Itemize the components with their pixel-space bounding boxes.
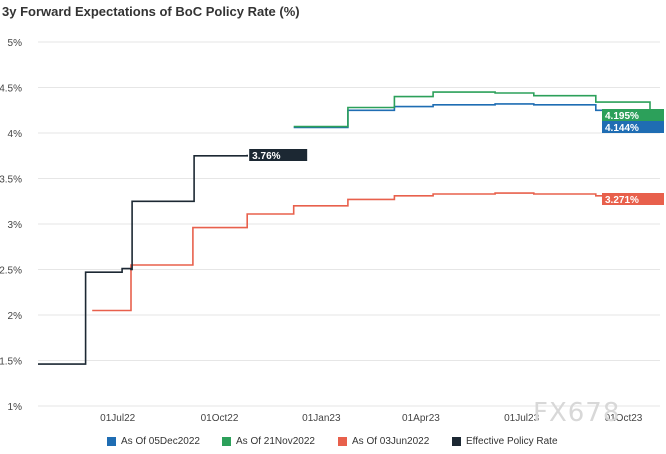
x-tick-label: 01Jan23 (302, 413, 341, 424)
watermark: FX678 (533, 398, 621, 428)
series-line (38, 154, 248, 365)
legend-label: As Of 05Dec2022 (121, 435, 200, 447)
legend-label: As Of 21Nov2022 (236, 435, 315, 447)
legend-swatch (338, 436, 347, 446)
legend-item-05dec2022: As Of 05Dec2022 (107, 434, 200, 448)
line-chart: 1% 1.5% 2% 2.5% 3% 3.5% 4% 4.5% 5% 01Jul22 01Oct22… (0, 38, 664, 424)
end-label-03jun2022-box (602, 193, 664, 205)
chart-legend: As Of 05Dec2022 As Of 21Nov2022 As Of 03… (0, 434, 666, 450)
end-label-effective-rate-text: 3.76% (252, 151, 280, 162)
y-tick-label: 4% (8, 129, 23, 140)
y-tick-label: 2% (8, 311, 23, 322)
chart-title: 3y Forward Expectations of BoC Policy Ra… (2, 4, 300, 19)
end-label-05dec2022-text: 4.144% (605, 123, 639, 134)
y-tick-label: 4.5% (0, 84, 22, 95)
x-tick-label: 01Jul23 (504, 413, 539, 424)
y-tick-label: 1% (8, 402, 23, 413)
legend-swatch (107, 436, 116, 446)
x-tick-label: 01Oct23 (605, 413, 643, 424)
legend-swatch (222, 436, 231, 446)
legend-swatch (452, 436, 461, 446)
legend-item-effective-policy-rate: Effective Policy Rate (452, 434, 558, 448)
y-tick-label: 1.5% (0, 357, 22, 368)
legend-item-21nov2022: As Of 21Nov2022 (222, 434, 315, 448)
end-label-03jun2022-text: 3.271% (605, 195, 639, 206)
y-tick-label: 3.5% (0, 175, 22, 186)
end-label-21nov2022-box (602, 109, 664, 121)
legend-label: As Of 03Jun2022 (352, 435, 430, 447)
x-tick-label: 01Oct22 (201, 413, 239, 424)
x-tick-label: 01Apr23 (402, 413, 440, 424)
y-tick-label: 2.5% (0, 266, 22, 277)
end-label-05dec2022-box (602, 121, 664, 133)
y-tick-label: 5% (8, 38, 23, 49)
legend-item-03jun2022: As Of 03Jun2022 (338, 434, 429, 448)
end-label-21nov2022-text: 4.195% (605, 111, 639, 122)
y-tick-label: 3% (8, 220, 23, 231)
end-label-effective-rate-box (249, 149, 308, 161)
series-line (92, 192, 658, 312)
x-tick-label: 01Jul22 (100, 413, 135, 424)
legend-label: Effective Policy Rate (466, 435, 558, 447)
series-line (293, 91, 658, 128)
